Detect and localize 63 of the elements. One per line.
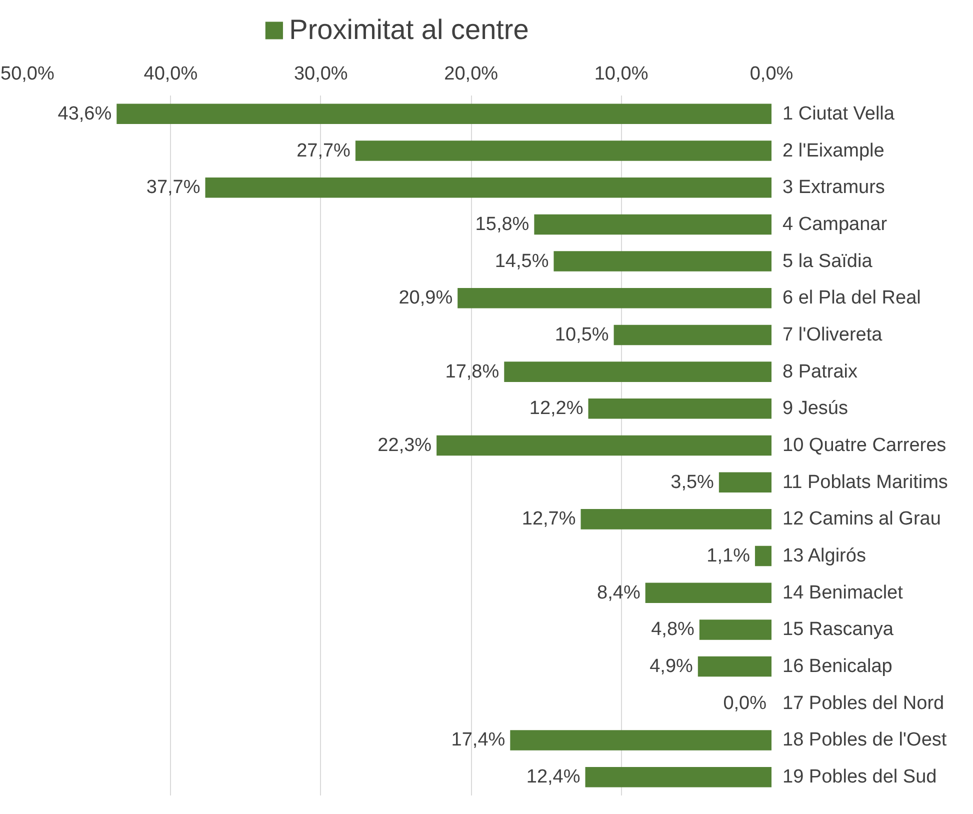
data-label: 22,3% xyxy=(378,435,432,456)
bar xyxy=(355,140,772,161)
y-tick-label: 14 Benimaclet xyxy=(782,582,904,604)
x-tick-label: 30,0% xyxy=(294,64,348,84)
bar xyxy=(614,324,772,346)
y-tick-label: 15 Rascanya xyxy=(782,619,894,640)
y-tick-label: 12 Camins al Grau xyxy=(782,508,941,530)
bar xyxy=(645,582,772,603)
y-tick-label: 11 Poblats Maritims xyxy=(782,472,948,493)
x-tick-label: 20,0% xyxy=(444,64,498,84)
bar xyxy=(588,398,772,419)
bar xyxy=(504,362,772,382)
bar xyxy=(754,546,772,566)
y-tick-label: 16 Benicalap xyxy=(782,656,892,678)
bar xyxy=(534,214,772,235)
data-label: 4,8% xyxy=(651,619,695,640)
bar xyxy=(699,620,772,640)
data-label: 37,7% xyxy=(146,177,200,198)
x-tick-label: 50,0% xyxy=(0,64,54,84)
data-label: 1,1% xyxy=(706,546,750,567)
y-tick-label: 8 Patraix xyxy=(782,361,858,382)
y-tick-label: 19 Pobles del Sud xyxy=(782,766,937,788)
data-label: 4,9% xyxy=(650,656,694,678)
data-label: 8,4% xyxy=(597,582,640,604)
bar xyxy=(458,288,772,308)
bar xyxy=(718,472,772,492)
y-tick-label: 10 Quatre Carreres xyxy=(782,435,946,456)
data-label: 12,4% xyxy=(526,766,580,788)
data-label: 0,0% xyxy=(723,692,767,714)
y-tick-label: 18 Pobles de l'Oest xyxy=(782,730,948,751)
y-tick-label: 7 l'Olivereta xyxy=(782,324,883,346)
x-tick-label: 10,0% xyxy=(594,64,648,84)
y-tick-label: 9 Jesús xyxy=(782,398,848,420)
y-tick-label: 13 Algirós xyxy=(782,546,866,567)
y-tick-label: 3 Extramurs xyxy=(782,177,885,198)
bar xyxy=(116,104,772,124)
data-label: 14,5% xyxy=(494,250,549,272)
bar xyxy=(554,251,772,272)
bar xyxy=(510,730,772,750)
y-tick-label: 4 Campanar xyxy=(782,214,888,235)
bar xyxy=(205,177,772,198)
y-tick-label: 6 el Pla del Real xyxy=(782,288,921,309)
data-label: 15,8% xyxy=(475,214,530,235)
data-label: 12,2% xyxy=(529,398,584,420)
bar xyxy=(585,766,772,788)
data-label: 10,5% xyxy=(554,324,609,346)
data-label: 20,9% xyxy=(398,288,453,309)
data-label: 27,7% xyxy=(296,140,351,162)
bar xyxy=(580,509,772,530)
bar xyxy=(436,435,772,456)
data-label: 3,5% xyxy=(670,472,714,493)
x-tick-label: 40,0% xyxy=(144,64,198,84)
x-tick-label: 0,0% xyxy=(750,64,794,84)
data-label: 12,7% xyxy=(522,508,576,530)
y-tick-label: 1 Ciutat Vella xyxy=(782,103,895,124)
data-label: 17,8% xyxy=(445,361,500,382)
data-label: 17,4% xyxy=(451,730,506,751)
legend-label: Proximitat al centre xyxy=(289,14,529,46)
y-tick-label: 17 Pobles del Nord xyxy=(782,692,944,714)
data-label: 43,6% xyxy=(58,103,112,124)
bar xyxy=(698,656,772,677)
y-tick-label: 2 l'Eixample xyxy=(782,140,884,162)
y-tick-label: 5 la Saïdia xyxy=(782,250,873,272)
